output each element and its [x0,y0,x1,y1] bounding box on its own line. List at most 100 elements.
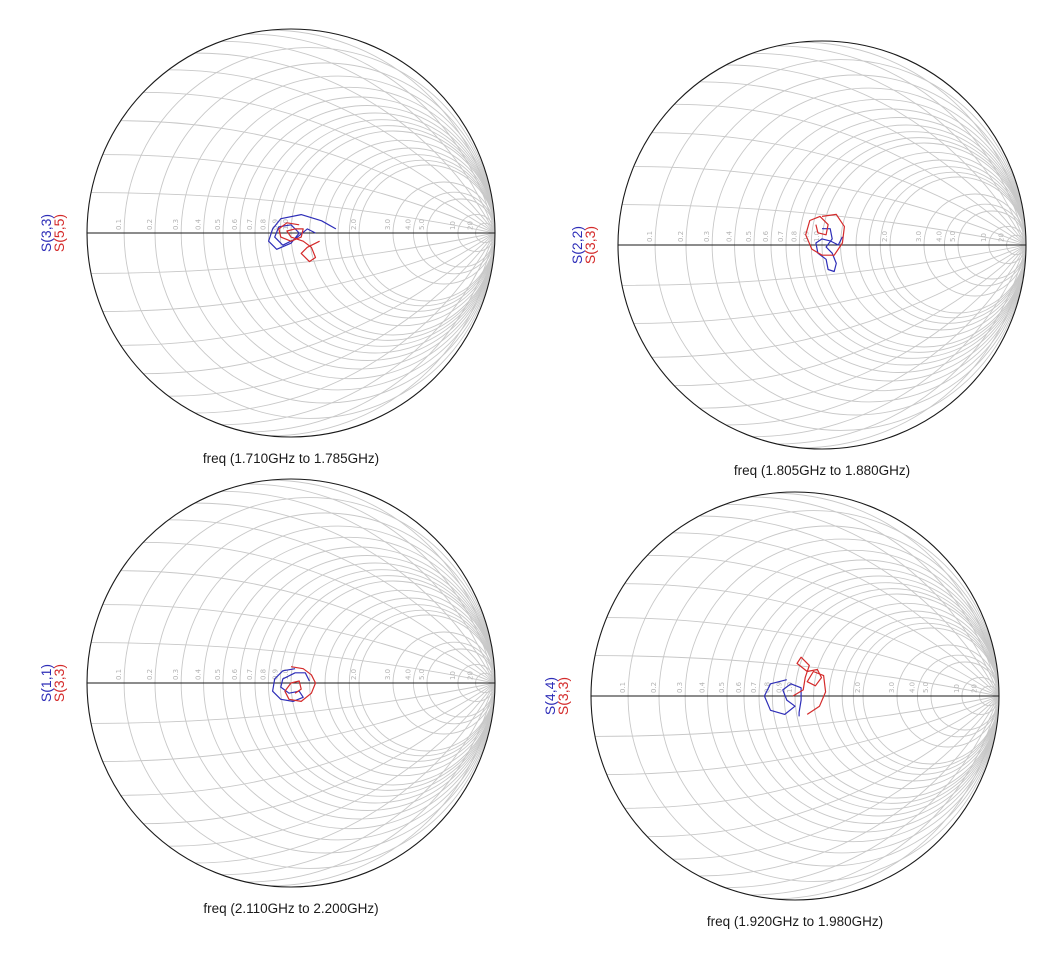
unit-circle-outline [86,478,496,888]
tick-label: 5.0 [922,682,930,693]
tick-label: 2.0 [881,231,889,242]
tick-label: 0.3 [172,669,180,680]
reactance-arc [120,232,495,346]
trace-legend: S(4,4)S(3,3) [542,677,571,715]
reactance-arc [357,39,495,234]
tick-label: 10 [449,671,457,680]
reactance-arc [269,682,495,887]
tick-label: 0.9 [271,219,279,230]
tick-label: 0.8 [259,219,267,230]
reactance-arc [800,244,1026,449]
reactance-arc [750,496,999,697]
reactance-arc [168,69,495,234]
reactance-arc [698,695,999,877]
tick-label: 0.3 [676,682,684,693]
reactance-arc [246,232,495,433]
tick-label: 5.0 [949,231,957,242]
reactance-arc [143,541,495,684]
tick-label: 0.4 [195,218,203,230]
reactance-arc [674,103,1026,246]
reactance-arc [773,695,999,900]
reactance-arc [699,244,1026,409]
reactance-arc [143,232,495,375]
reactance-arc [773,492,999,697]
tick-label: 0.2 [650,682,658,693]
reactance-arc [606,617,999,697]
tick-label: 0.3 [703,231,711,242]
reactance-arc [861,502,999,697]
tick-label: 20 [467,671,475,680]
tick-label: 4.0 [404,219,412,230]
reactance-arc [917,532,999,697]
reactance-arc [647,695,999,838]
tick-label: 0.4 [726,230,734,242]
tick-label: 0.3 [172,219,180,230]
tick-label: 0.5 [214,669,222,680]
legend-entry: S(4,4) [542,677,558,715]
reactance-arc [861,695,999,890]
tick-label: 0.4 [699,681,707,693]
reactance-arc [606,695,999,775]
tick-label: 0.9 [271,669,279,680]
reactance-arc [624,695,999,809]
tick-label: 0.2 [677,231,685,242]
frequency-range-label: freq (1.710GHz to 1.785GHz) [203,451,379,466]
reactance-arc [777,244,1026,445]
reactance-arc [221,40,495,234]
tick-label: 0.7 [750,682,758,693]
tick-label: 0.1 [646,231,654,242]
frequency-range-label: freq (2.110GHz to 2.200GHz) [203,901,378,916]
legend-entry: S(3,3) [51,664,67,702]
tick-label: 4.0 [935,231,943,242]
tick-label: 2.0 [350,669,358,680]
tick-label: 0.1 [115,669,123,680]
tick-label: 10 [980,233,988,242]
reactance-arc [725,244,1026,426]
reactance-arc [674,244,1026,387]
reactance-arc [647,554,999,697]
reactance-arc [246,682,495,883]
reactance-arc [888,244,1026,439]
reactance-arc [357,232,495,427]
tick-label: 0.5 [718,682,726,693]
smith-chart-bottom-left: 0.1 0.2 0.3 0.4 0.5 0.6 0.7 0.8 0.9 1.0 2.0 3.0 4.0 5… [38,478,496,916]
trace-legend: S(1,1)S(3,3) [38,664,67,702]
reactance-arc [221,232,495,426]
reactance-arc [413,519,495,684]
reactance-arc [622,244,1026,286]
reactance-arc [413,682,495,847]
reactance-arc [624,583,999,697]
tick-label: 3.0 [384,669,392,680]
trace-legend: S(2,2)S(3,3) [569,226,598,264]
reactance-arc [269,479,495,684]
tick-label: 5.0 [418,669,426,680]
tick-label: 1.0 [786,682,794,693]
reactance-arc [725,64,1026,246]
smith-chart-bottom-right: 0.1 0.2 0.3 0.4 0.5 0.6 0.7 0.8 0.9 1.0 2.0 3.0 4.0 5… [542,491,1000,929]
reactance-arc [194,52,495,234]
reactance-arc [777,45,1026,246]
tick-label: 0.5 [214,219,222,230]
trace-s-1-1- [272,668,310,702]
reactance-arc [102,154,495,234]
tick-label: 0.6 [735,681,743,693]
reactance-arc [168,519,495,684]
reactance-arc [168,682,495,847]
reactance-arc [143,91,495,234]
tick-label: 4.0 [404,669,412,680]
tick-label: 1.0 [282,669,290,680]
reactance-arc [143,682,495,825]
tick-label: 2.0 [854,682,862,693]
reactance-arc [357,682,495,877]
reactance-arc [194,682,495,864]
tick-label: 1.0 [282,219,290,230]
tick-label: 0.8 [763,682,771,693]
reactance-arc [672,532,999,697]
legend-entry: S(3,3) [555,677,571,715]
legend-entry: S(5,5) [51,214,67,252]
unit-circle-outline [590,491,1000,901]
reactance-arc [194,502,495,684]
reactance-arc [91,682,495,724]
reactance-arc [120,570,495,684]
reactance-arc [651,132,1026,246]
